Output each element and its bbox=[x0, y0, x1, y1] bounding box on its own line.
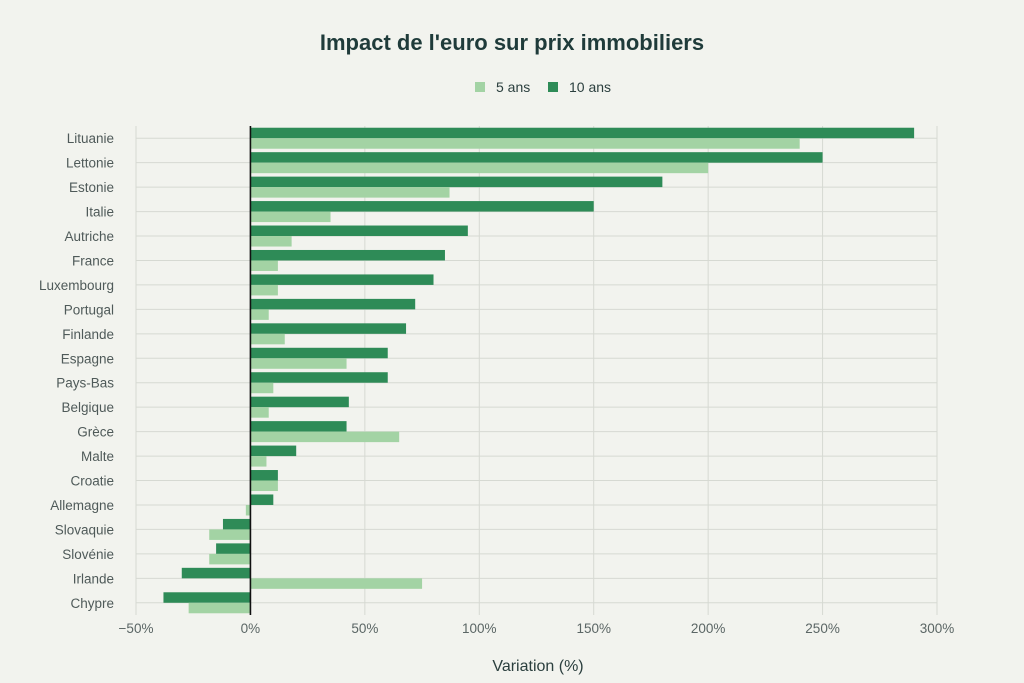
bar-10-ans bbox=[250, 421, 347, 432]
bar-5-ans bbox=[250, 333, 285, 345]
bar-5-ans bbox=[188, 602, 251, 614]
bar-10-ans bbox=[250, 470, 278, 481]
bar-10-ans bbox=[250, 323, 407, 334]
category-label: Autriche bbox=[64, 229, 114, 244]
bar-5-ans bbox=[250, 187, 450, 198]
x-tick-label: 0% bbox=[241, 621, 261, 636]
bar-5-ans bbox=[250, 382, 274, 394]
bar-5-ans bbox=[250, 456, 267, 467]
bar-10-ans bbox=[250, 494, 274, 505]
category-label: Finlande bbox=[62, 327, 114, 342]
category-label: Portugal bbox=[64, 302, 114, 317]
bar-5-ans bbox=[250, 236, 292, 247]
bar-5-ans bbox=[209, 529, 251, 540]
x-tick-labels: −50% 0% 50% 100% 150% 200% 250% 300% bbox=[119, 621, 955, 636]
category-label: Malte bbox=[81, 449, 114, 464]
x-tick-label: −50% bbox=[119, 621, 154, 636]
bar-5-ans bbox=[250, 578, 423, 589]
x-tick-label: 100% bbox=[462, 621, 497, 636]
bar-10-ans bbox=[250, 201, 594, 212]
bar-5-ans bbox=[250, 162, 709, 174]
bar-10-ans bbox=[222, 518, 251, 530]
gridlines bbox=[135, 126, 938, 615]
category-label: Irlande bbox=[73, 571, 114, 586]
legend: 5 ans 10 ans bbox=[475, 79, 611, 95]
category-label: Slovénie bbox=[62, 547, 114, 562]
bar-5-ans bbox=[250, 480, 278, 492]
bar-5-ans bbox=[250, 138, 800, 149]
x-tick-label: 250% bbox=[805, 621, 840, 636]
bars bbox=[163, 127, 915, 614]
bar-10-ans bbox=[250, 445, 297, 457]
bar-10-ans bbox=[250, 225, 468, 237]
category-label: Lettonie bbox=[66, 156, 114, 171]
bar-5-ans bbox=[250, 284, 278, 296]
category-label: France bbox=[72, 253, 114, 268]
bar-10-ans bbox=[250, 127, 915, 139]
bar-10-ans bbox=[250, 274, 434, 285]
category-label: Chypre bbox=[70, 596, 114, 611]
bar-5-ans bbox=[245, 504, 251, 516]
x-tick-label: 50% bbox=[351, 621, 378, 636]
bar-10-ans bbox=[250, 249, 445, 261]
x-tick-label: 200% bbox=[691, 621, 726, 636]
x-axis-label: Variation (%) bbox=[492, 658, 583, 675]
category-label: Luxembourg bbox=[39, 278, 114, 293]
bar-5-ans bbox=[209, 553, 251, 565]
category-label: Italie bbox=[85, 205, 114, 220]
bar-10-ans bbox=[250, 152, 823, 163]
category-labels: Lituanie Lettonie Estonie Italie Autriche Fra… bbox=[39, 131, 114, 611]
category-label: Slovaquie bbox=[55, 522, 114, 537]
category-label: Belgique bbox=[61, 400, 114, 415]
bar-10-ans bbox=[250, 372, 388, 383]
legend-label-10-ans: 10 ans bbox=[569, 79, 611, 95]
bar-5-ans bbox=[250, 358, 347, 369]
category-label: Espagne bbox=[61, 351, 114, 366]
category-label: Allemagne bbox=[50, 498, 114, 513]
bar-10-ans bbox=[216, 543, 251, 554]
legend-swatch-5-ans bbox=[475, 82, 485, 92]
bar-10-ans bbox=[250, 347, 388, 359]
chart-title: Impact de l'euro sur prix immobiliers bbox=[320, 30, 704, 55]
category-label: Grèce bbox=[77, 425, 114, 440]
legend-swatch-10-ans bbox=[548, 82, 558, 92]
bar-5-ans bbox=[250, 260, 278, 271]
bar-10-ans bbox=[250, 396, 349, 408]
bar-10-ans bbox=[181, 567, 251, 579]
x-tick-label: 300% bbox=[920, 621, 955, 636]
bar-5-ans bbox=[250, 407, 269, 418]
category-label: Pays-Bas bbox=[56, 376, 114, 391]
bar-5-ans bbox=[250, 309, 269, 320]
bar-5-ans bbox=[250, 431, 400, 443]
bar-10-ans bbox=[250, 298, 416, 310]
bar-10-ans bbox=[250, 176, 663, 188]
x-tick-label: 150% bbox=[576, 621, 611, 636]
category-label: Croatie bbox=[70, 474, 114, 489]
bar-5-ans bbox=[250, 211, 331, 223]
category-label: Lituanie bbox=[67, 131, 114, 146]
legend-label-5-ans: 5 ans bbox=[496, 79, 530, 95]
bar-10-ans bbox=[163, 592, 251, 603]
category-label: Estonie bbox=[69, 180, 114, 195]
